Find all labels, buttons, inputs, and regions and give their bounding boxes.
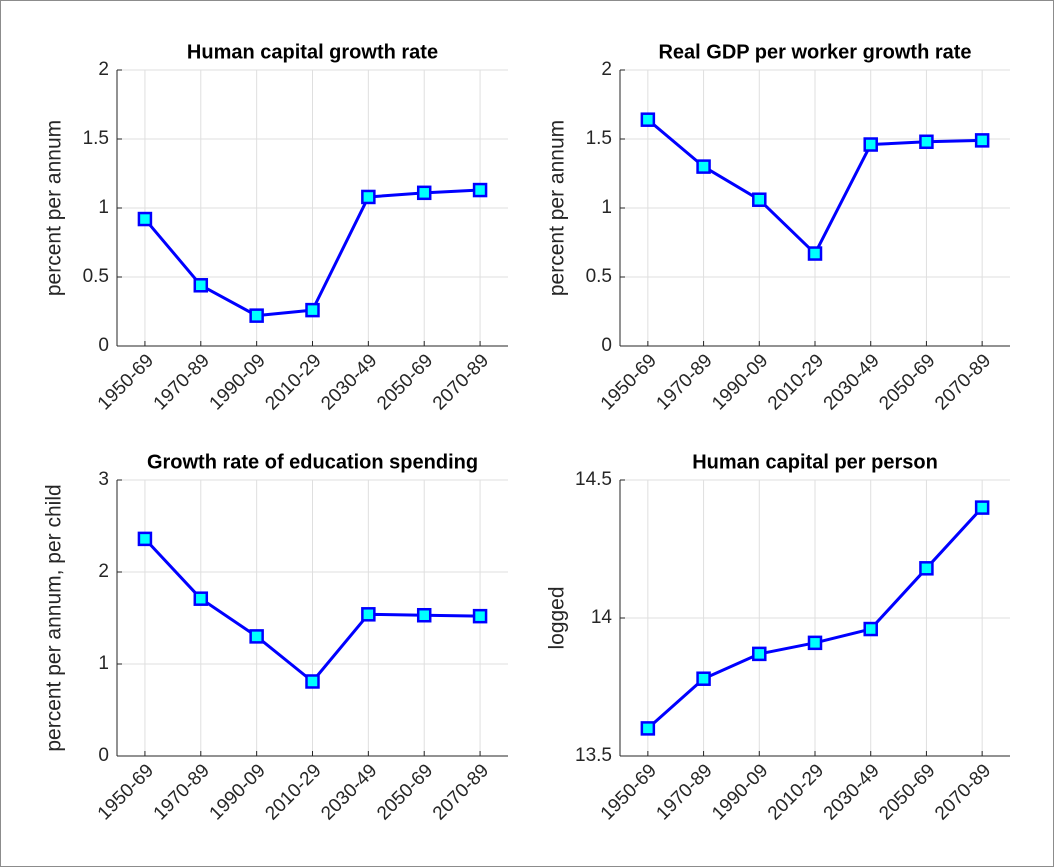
chart-title: Growth rate of education spending [147,451,478,473]
data-marker [919,561,934,576]
data-marker [752,192,767,207]
data-marker [807,246,823,261]
data-marker [249,629,264,644]
y-axis-label: percent per annum, per child [43,484,66,751]
data-marker [137,531,153,547]
data-marker [974,500,990,515]
y-tick-label: 2 [98,59,109,80]
data-marker [305,302,320,318]
y-tick-label: 14.5 [575,469,612,490]
data-marker [361,189,376,205]
y-tick-label: 14 [591,607,613,628]
y-tick-label: 2 [601,59,612,80]
y-tick-label: 3 [98,469,109,490]
y-axis-label: logged [546,586,569,649]
y-tick-label: 0.5 [586,266,612,287]
data-marker [640,721,656,736]
data-marker [863,621,878,637]
y-axis-label: percent per annum [43,120,66,296]
data-marker [752,646,767,662]
y-tick-label: 2 [98,561,109,582]
data-marker [137,211,153,227]
y-tick-label: 0 [601,335,612,356]
y-tick-label: 1 [98,653,109,674]
y-tick-label: 13.5 [575,745,612,766]
y-tick-label: 0 [98,745,109,766]
y-tick-label: 1.5 [586,128,612,149]
chart-title: Human capital per person [692,451,938,473]
data-marker [640,112,656,127]
y-tick-label: 1 [98,197,109,218]
y-axis-label: percent per annum [546,120,569,296]
data-marker [919,134,934,150]
y-tick-label: 1 [601,197,612,218]
y-tick-label: 0 [98,335,109,356]
data-marker [807,635,823,651]
data-marker [361,607,376,622]
data-marker [305,674,320,689]
data-marker [472,182,488,198]
data-marker [416,185,432,201]
data-marker [974,133,990,148]
data-marker [696,159,711,174]
data-marker [193,591,209,606]
data-marker [696,671,711,686]
y-tick-label: 0.5 [83,266,109,287]
data-marker [416,607,432,623]
data-marker [863,137,878,152]
chart-title: Human capital growth rate [187,41,438,63]
data-marker [472,608,488,624]
data-marker [193,278,209,293]
data-marker [249,308,264,323]
y-tick-label: 1.5 [83,128,109,149]
chart-title: Real GDP per worker growth rate [658,41,971,63]
